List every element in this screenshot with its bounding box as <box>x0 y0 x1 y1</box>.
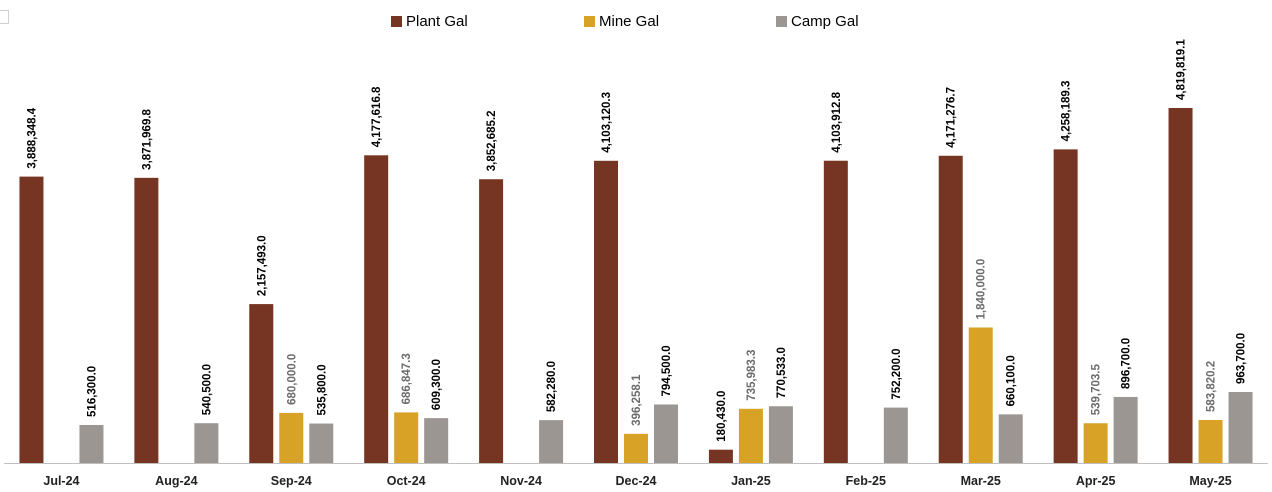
data-label-camp-gal-jan-25: 770,533.0 <box>776 347 788 398</box>
bar-camp-gal-jan-25 <box>768 406 793 463</box>
bar-mine-gal-sep-24 <box>279 412 304 463</box>
bar-mine-gal-may-25 <box>1198 419 1223 463</box>
data-label-camp-gal-jul-24: 516,300.0 <box>86 366 98 417</box>
data-label-plant-gal-feb-25: 4,103,912.8 <box>831 91 843 152</box>
x-tick-label: Apr-25 <box>1076 474 1116 488</box>
data-label-mine-gal-jan-25: 735,983.3 <box>746 350 758 401</box>
bar-plant-gal-sep-24 <box>249 304 274 463</box>
data-label-plant-gal-mar-25: 4,171,276.7 <box>946 87 958 148</box>
data-label-mine-gal-oct-24: 686,847.3 <box>401 353 413 404</box>
data-label-mine-gal-mar-25: 1,840,000.0 <box>976 259 988 320</box>
x-tick-label: Nov-24 <box>500 474 542 488</box>
bar-mine-gal-jan-25 <box>738 408 763 463</box>
data-label-camp-gal-aug-24: 540,500.0 <box>201 364 213 415</box>
legend: Plant Gal Mine Gal Camp Gal <box>391 13 859 30</box>
data-label-camp-gal-feb-25: 752,200.0 <box>891 348 903 399</box>
x-tick-label: Mar-25 <box>961 474 1001 488</box>
legend-swatch-plant-gal <box>391 16 402 27</box>
legend-label-mine-gal: Mine Gal <box>599 13 659 30</box>
data-label-plant-gal-dec-24: 4,103,120.3 <box>601 92 613 153</box>
bar-camp-gal-oct-24 <box>424 418 449 463</box>
bar-camp-gal-mar-25 <box>998 414 1023 463</box>
data-label-camp-gal-sep-24: 535,800.0 <box>316 364 328 415</box>
data-label-plant-gal-apr-25: 4,258,189.3 <box>1061 81 1073 142</box>
data-label-plant-gal-nov-24: 3,852,685.2 <box>486 110 498 171</box>
x-tick-label: May-25 <box>1189 474 1231 488</box>
legend-label-plant-gal: Plant Gal <box>406 13 468 30</box>
bar-plant-gal-aug-24 <box>134 177 159 463</box>
bar-plant-gal-jan-25 <box>708 449 733 463</box>
bar-camp-gal-nov-24 <box>539 420 564 463</box>
x-axis-ticks: Jul-24 Aug-24 Sep-24 Oct-24 Nov-24 Dec-24 Jan-… <box>43 474 1231 488</box>
x-tick-label: Jul-24 <box>43 474 79 488</box>
data-label-mine-gal-apr-25: 539,703.5 <box>1091 363 1103 415</box>
bar-plant-gal-oct-24 <box>364 155 389 463</box>
bar-camp-gal-apr-25 <box>1113 396 1138 463</box>
x-tick-label: Oct-24 <box>387 474 426 488</box>
data-label-camp-gal-dec-24: 794,500.0 <box>661 345 673 396</box>
data-label-camp-gal-nov-24: 582,280.0 <box>546 361 558 412</box>
bar-plant-gal-dec-24 <box>594 160 618 463</box>
data-label-mine-gal-sep-24: 680,000.0 <box>286 354 298 405</box>
bar-camp-gal-may-25 <box>1228 392 1253 463</box>
data-label-camp-gal-apr-25: 896,700.0 <box>1121 338 1133 389</box>
data-labels: 3,888,348.4 516,300.0 3,871,969.8 540,500.0… <box>26 39 1247 442</box>
data-label-plant-gal-jul-24: 3,888,348.4 <box>26 107 38 168</box>
bars <box>19 108 1253 464</box>
bar-plant-gal-apr-25 <box>1053 149 1078 464</box>
data-label-plant-gal-may-25: 4,819,819.1 <box>1176 39 1188 100</box>
data-label-mine-gal-dec-24: 396,258.1 <box>631 374 643 426</box>
bar-camp-gal-feb-25 <box>883 407 908 463</box>
bar-plant-gal-nov-24 <box>479 179 504 463</box>
x-tick-label: Sep-24 <box>271 474 312 488</box>
bar-camp-gal-dec-24 <box>654 404 678 463</box>
legend-label-camp-gal: Camp Gal <box>791 13 859 30</box>
data-label-plant-gal-sep-24: 2,157,493.0 <box>256 235 268 296</box>
x-tick-label: Feb-25 <box>846 474 886 488</box>
bar-camp-gal-sep-24 <box>309 423 334 463</box>
bar-plant-gal-may-25 <box>1168 108 1193 463</box>
data-label-plant-gal-aug-24: 3,871,969.8 <box>141 108 153 169</box>
bar-plant-gal-jul-24 <box>19 176 44 463</box>
bar-plant-gal-feb-25 <box>823 160 848 463</box>
legend-swatch-mine-gal <box>584 16 595 27</box>
data-label-camp-gal-may-25: 963,700.0 <box>1236 333 1248 384</box>
bar-plant-gal-mar-25 <box>938 155 963 463</box>
data-label-camp-gal-mar-25: 660,100.0 <box>1006 355 1018 406</box>
bar-camp-gal-jul-24 <box>79 424 104 463</box>
legend-swatch-camp-gal <box>776 16 787 27</box>
x-tick-label: Aug-24 <box>155 474 197 488</box>
bar-camp-gal-aug-24 <box>194 423 219 463</box>
chart-corner-handle <box>0 10 9 24</box>
data-label-plant-gal-jan-25: 180,430.0 <box>716 391 728 442</box>
bar-mine-gal-dec-24 <box>624 433 648 463</box>
bar-mine-gal-apr-25 <box>1083 423 1108 463</box>
data-label-camp-gal-oct-24: 609,300.0 <box>431 359 443 410</box>
data-label-mine-gal-may-25: 583,820.2 <box>1206 361 1218 412</box>
x-tick-label: Dec-24 <box>616 474 657 488</box>
bar-mine-gal-oct-24 <box>394 412 419 463</box>
x-tick-label: Jan-25 <box>731 474 771 488</box>
data-label-plant-gal-oct-24: 4,177,616.8 <box>371 86 383 147</box>
bar-mine-gal-mar-25 <box>968 327 993 463</box>
